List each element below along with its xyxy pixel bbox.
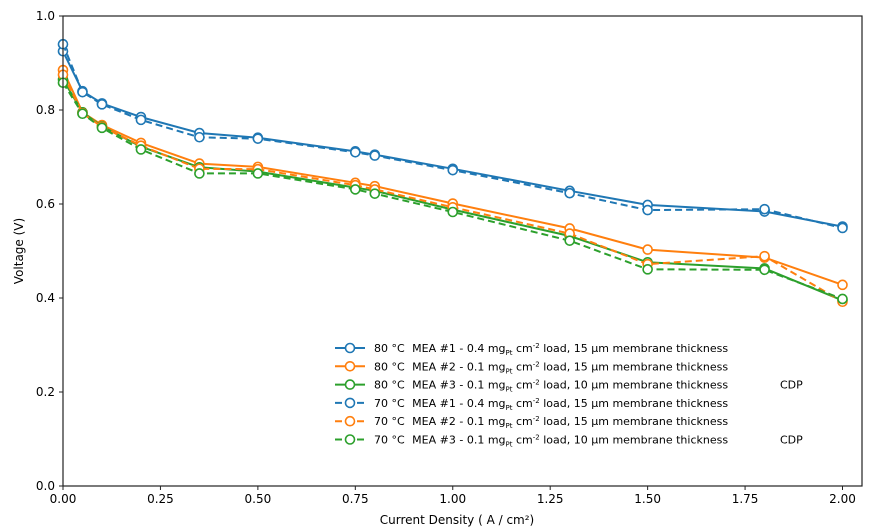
x-tick-label: 1.00 [439,492,466,506]
series-4 [57,38,848,234]
legend-marker [344,397,356,409]
series-line [62,74,844,303]
plot-area-frame [62,15,863,487]
series-5 [57,69,848,308]
data-point [564,187,575,199]
x-tick-label: 0.50 [245,492,272,506]
data-point [759,250,770,262]
legend-label: 70 °C MEA #1 - 0.4 mgPt cm-2 load, 15 μm… [374,397,728,412]
data-point [642,244,653,255]
data-point [369,188,381,199]
legend-marker [344,415,356,427]
x-tick-label: 1.25 [537,492,564,506]
legend-label: 80 °C MEA #1 - 0.4 mgPt cm-2 load, 15 μm… [374,342,728,357]
legend-entry: 70 °C MEA #3 - 0.1 mgPt cm-2 load, 10 μm… [335,434,803,449]
x-tick-label: 0.25 [147,492,174,506]
y-tick-label: 1.0 [36,9,55,23]
y-tick-label: 0.8 [36,103,55,117]
data-point [350,147,361,158]
series-6 [57,77,848,305]
data-point [135,144,147,155]
x-tick-label: 1.75 [732,492,759,506]
data-point [77,108,88,120]
data-point [350,184,361,195]
axes-layer: 0.00 0.25 0.50 0.75 1.00 1.25 1.50 1.75 2.00 0.0 0… [36,9,856,506]
y-tick-label: 0.0 [36,479,55,493]
data-point [96,122,108,134]
data-point [96,99,108,110]
legend-marker [344,434,356,445]
x-tick-label: 2.00 [829,492,856,506]
data-point [252,168,264,179]
legend-marker [344,379,356,390]
series-line [62,78,843,302]
legend-label: 70 °C MEA #3 - 0.1 mgPt cm-2 load, 10 μm… [374,434,728,449]
data-point [759,203,770,215]
legend-entry: 80 °C MEA #2 - 0.1 mgPt cm-2 load, 15 μm… [335,360,728,375]
data-point [252,133,264,144]
data-point [77,86,88,98]
data-point [759,264,770,276]
y-axis-label: Voltage (V) [12,218,26,284]
legend-entry: 80 °C MEA #3 - 0.1 mgPt cm-2 load, 10 μm… [335,379,803,394]
y-tick-label: 0.2 [36,385,55,399]
series-layer [57,38,848,308]
data-point [837,222,848,234]
legend-entry: 70 °C MEA #2 - 0.1 mgPt cm-2 load, 15 μm… [335,415,728,430]
legend-entry: 80 °C MEA #1 - 0.4 mgPt cm-2 load, 15 μm… [335,342,728,357]
data-point [194,131,205,143]
data-point [642,264,653,275]
series-line [62,69,843,286]
data-point [837,279,848,291]
data-point [135,114,147,126]
legend: 80 °C MEA #1 - 0.4 mgPt cm-2 load, 15 μm… [335,342,803,449]
legend-label: 70 °C MEA #2 - 0.1 mgPt cm-2 load, 15 μm… [374,415,728,430]
legend-label: 80 °C MEA #3 - 0.1 mgPt cm-2 load, 10 μm… [374,379,728,394]
data-point [837,293,848,305]
legend-label: 80 °C MEA #2 - 0.1 mgPt cm-2 load, 15 μm… [374,360,728,375]
legend-marker [344,342,356,354]
data-point [194,168,205,179]
legend-suffix-label: CDP [780,379,803,392]
x-tick-label: 0.75 [342,492,369,506]
x-axis-label: Current Density ( A / cm²) [380,513,534,527]
data-point [369,150,381,161]
x-tick-label: 1.50 [634,492,661,506]
data-point [447,206,459,218]
data-point [447,164,459,176]
data-point [642,204,653,216]
legend-suffix-label: CDP [780,434,803,447]
y-tick-label: 0.4 [36,291,55,305]
x-tick-label: 0.00 [50,492,77,506]
legend-entry: 70 °C MEA #1 - 0.4 mgPt cm-2 load, 15 μm… [335,397,728,412]
legend-marker [344,360,356,372]
series-2 [57,64,848,291]
data-point [564,235,575,246]
y-tick-label: 0.6 [36,197,55,211]
